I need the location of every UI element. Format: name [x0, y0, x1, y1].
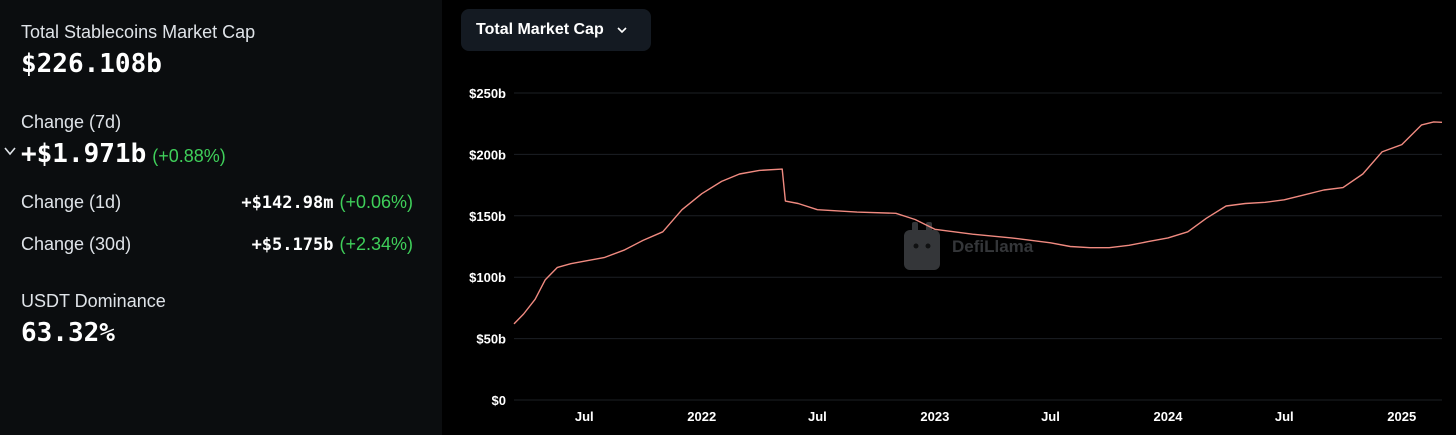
market-cap-value: $226.108b: [21, 49, 162, 79]
change7d-row: +$1.971b (+0.88%): [21, 139, 226, 169]
change30d-values: +$5.175b (+2.34%): [252, 234, 413, 255]
y-tick-label: $150b: [469, 209, 506, 224]
y-tick-label: $250b: [469, 86, 506, 101]
watermark-text: DefiLlama: [952, 237, 1034, 256]
x-tick-label: Jul: [1275, 409, 1294, 424]
dominance-label: USDT Dominance: [21, 291, 166, 311]
dominance-value: 63.32%: [21, 318, 115, 348]
change1d-value: +$142.98m: [241, 193, 334, 213]
change1d-values: +$142.98m (+0.06%): [241, 192, 413, 213]
change1d-label: Change (1d): [21, 192, 122, 212]
change7d-pct: (+0.88%): [152, 146, 226, 166]
chevron-down-icon[interactable]: [3, 144, 17, 158]
market-cap-chart: $0 $50b $100b $150b $200b $250b Jul 2022 Jul 2023…: [469, 86, 1443, 424]
change7d-label: Change (7d): [21, 112, 122, 132]
y-tick-label: $50b: [476, 332, 506, 347]
change30d-value: +$5.175b: [251, 235, 334, 255]
y-tick-label: $200b: [469, 147, 506, 162]
market-cap-label: Total Stablecoins Market Cap: [21, 22, 256, 42]
change1d-pct: (+0.06%): [339, 192, 413, 212]
change30d-label: Change (30d): [21, 234, 132, 254]
llama-logo-icon: [904, 222, 940, 270]
x-tick-label: 2025: [1387, 409, 1416, 424]
x-tick-label: Jul: [575, 409, 594, 424]
x-tick-label: Jul: [1041, 409, 1060, 424]
x-tick-label: 2024: [1154, 409, 1184, 424]
x-tick-label: 2022: [687, 409, 716, 424]
series-line: [513, 121, 1443, 325]
chart-type-label: Total Market Cap: [476, 21, 604, 38]
chevron-down-icon: [617, 27, 627, 34]
y-tick-label: $0: [492, 393, 506, 408]
y-tick-label: $100b: [469, 270, 506, 285]
change7d-value: +$1.971b: [21, 139, 147, 169]
chart-type-select[interactable]: Total Market Cap: [461, 9, 651, 51]
stats-panel: Total Stablecoins Market Cap $226.108b C…: [0, 0, 442, 435]
change30d-pct: (+2.34%): [339, 234, 413, 254]
x-tick-label: Jul: [808, 409, 827, 424]
watermark: DefiLlama: [900, 222, 1033, 272]
x-tick-label: 2023: [920, 409, 949, 424]
